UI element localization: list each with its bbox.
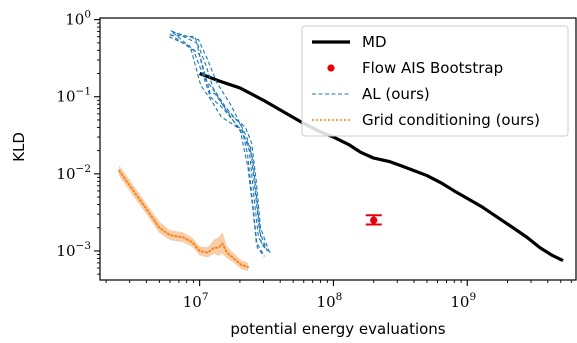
al-series-line-run-1 [170, 30, 270, 252]
y-tick-label: 100 [65, 9, 91, 29]
plot-frame [99, 17, 577, 281]
grid-uncertainty-band [119, 165, 249, 271]
series-lines [118, 30, 564, 268]
uncertainty-bands [119, 165, 249, 271]
legend-marker-flow [327, 64, 335, 72]
flow-point [370, 216, 378, 224]
al-series-line-run-4 [168, 36, 264, 255]
legend-label-grid: Grid conditioning (ours) [362, 111, 540, 129]
grid-series-line [118, 169, 249, 268]
x-tick-label: 108 [317, 291, 343, 311]
markers [365, 214, 382, 226]
axes: 107 108 109 10−3 10−2 10−1 100 [56, 9, 577, 311]
legend-box [301, 25, 569, 137]
x-axis-title: potential energy evaluations [230, 320, 445, 338]
x-tick-label: 107 [183, 291, 209, 311]
y-axis-title: KLD [10, 132, 28, 162]
y-tick-label: 10−2 [56, 163, 91, 183]
al-series-line-run-3 [171, 31, 272, 254]
legend-label-md: MD [362, 33, 387, 51]
legend-label-flow: Flow AIS Bootstrap [362, 59, 503, 77]
legend-label-al: AL (ours) [362, 85, 430, 103]
al-series-line-run-5 [172, 32, 268, 252]
x-tick-label: 109 [450, 291, 476, 311]
legend: MD Flow AIS Bootstrap AL (ours) Grid condit… [301, 25, 569, 137]
al-series-line-run-6 [169, 34, 265, 257]
y-tick-label: 10−1 [56, 86, 91, 106]
md-series-line [199, 72, 564, 263]
y-tick-label: 10−3 [56, 240, 91, 260]
